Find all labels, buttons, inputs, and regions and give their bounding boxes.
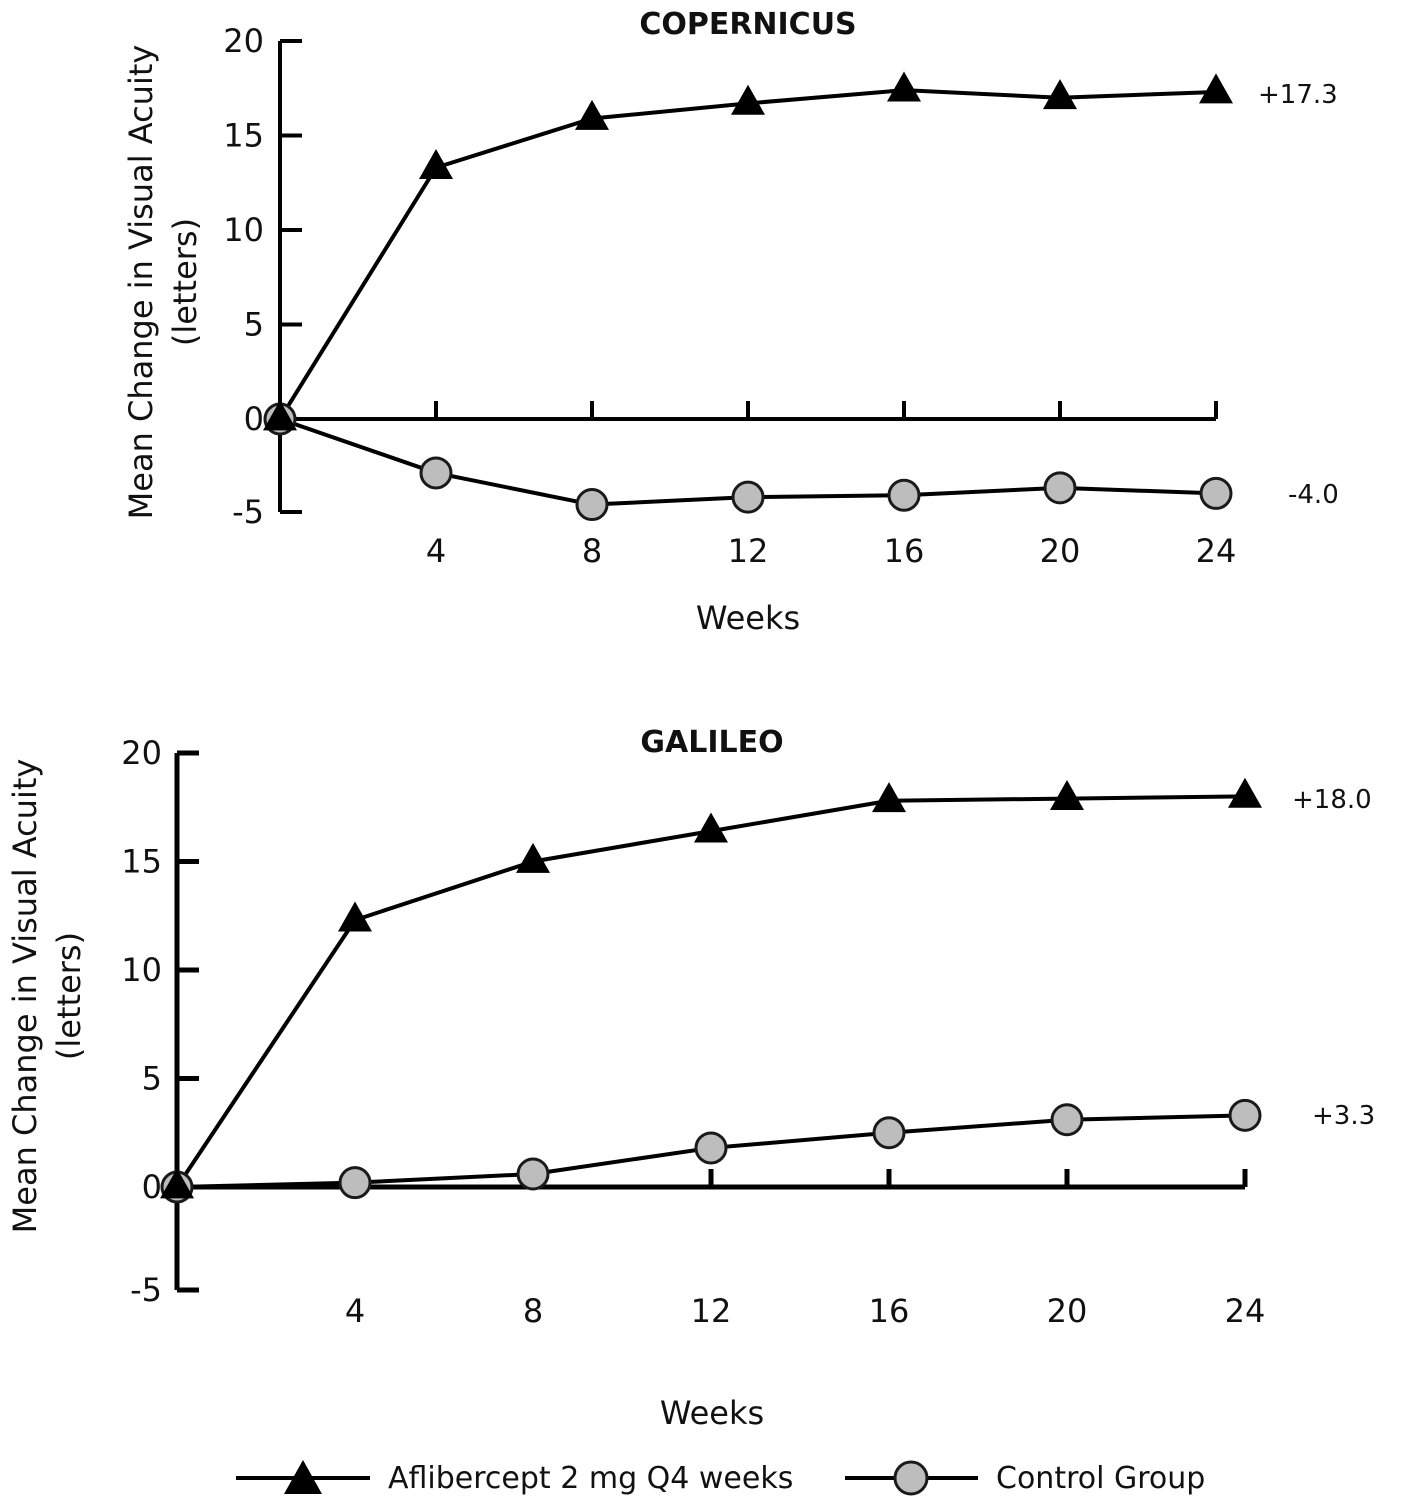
- y-tick-label: 15: [121, 843, 162, 881]
- end-label-aflibercept: +18.0: [1292, 785, 1372, 815]
- y-tick-label: -5: [130, 1271, 162, 1309]
- y-tick-label: 20: [223, 22, 264, 60]
- data-point-control: [731, 480, 765, 514]
- data-point-aflibercept: [872, 782, 906, 813]
- y-axis-label: Mean Change in Visual Acuity: [6, 759, 44, 1234]
- data-point-control: [1043, 471, 1077, 505]
- tick-labels: 20 15 10 5 0 -5 4 8 12 16 20 24: [121, 734, 1265, 1330]
- data-point-aflibercept: [263, 400, 297, 431]
- y-axis-sublabel: (letters): [166, 218, 204, 346]
- data-point-aflibercept: [160, 1168, 194, 1199]
- x-axis-label: Weeks: [660, 1394, 764, 1432]
- data-point-control: [516, 1157, 550, 1191]
- chart-title: GALILEO: [640, 725, 783, 760]
- data-point-aflibercept: [516, 842, 550, 873]
- end-label-aflibercept: +17.3: [1258, 80, 1338, 110]
- triangle-marker-icon: [284, 1460, 322, 1494]
- data-point-aflibercept: [419, 149, 453, 180]
- y-tick-label: 5: [142, 1060, 162, 1098]
- data-point-control: [694, 1131, 728, 1165]
- x-tick-label: 24: [1196, 532, 1237, 570]
- data-point-control: [575, 488, 609, 522]
- data-point-aflibercept: [338, 901, 372, 932]
- data-point-aflibercept: [731, 84, 765, 115]
- data-point-control: [872, 1116, 906, 1150]
- legend-label: Aflibercept 2 mg Q4 weeks: [388, 1461, 793, 1496]
- y-tick-label: 0: [142, 1168, 162, 1206]
- y-tick-label: -5: [232, 493, 264, 531]
- x-tick-label: 12: [691, 1292, 732, 1330]
- x-tick-label: 12: [728, 532, 769, 570]
- legend-item-control: Control Group: [845, 1460, 1205, 1496]
- data-point-aflibercept: [1228, 777, 1262, 808]
- data-point-aflibercept: [1199, 73, 1233, 104]
- data-point-aflibercept: [1050, 779, 1084, 810]
- data-point-aflibercept: [694, 812, 728, 843]
- x-tick-label: 20: [1047, 1292, 1088, 1330]
- x-axis-label: Weeks: [696, 599, 800, 637]
- y-axis-label: Mean Change in Visual Acuity: [122, 45, 160, 520]
- y-axis-sublabel: (letters): [50, 932, 88, 1060]
- data-point-control: [1228, 1098, 1262, 1132]
- data-point-control: [887, 478, 921, 512]
- series-layer: [263, 71, 1233, 522]
- data-point-aflibercept: [1043, 79, 1077, 110]
- series-line-aflibercept: [278, 88, 1217, 421]
- data-point-aflibercept: [887, 71, 921, 102]
- x-tick-label: 4: [345, 1292, 365, 1330]
- y-tick-label: 0: [244, 400, 264, 438]
- end-label-control: -4.0: [1288, 480, 1339, 510]
- y-tick-label: 5: [244, 306, 264, 344]
- data-point-aflibercept: [575, 99, 609, 130]
- x-tick-label: 16: [869, 1292, 910, 1330]
- y-tick-label: 10: [121, 951, 162, 989]
- data-point-control: [1050, 1103, 1084, 1137]
- x-tick-label: 8: [523, 1292, 543, 1330]
- chart-copernicus: COPERNICUS 20 15 10 5 0 -5 4 8 12 16 20 24 Mean Cha…: [122, 7, 1339, 637]
- tick-labels: 20 15 10 5 0 -5 4 8 12 16 20 24: [223, 22, 1236, 570]
- circle-marker-icon: [893, 1460, 929, 1496]
- series-layer: [160, 777, 1262, 1204]
- legend-item-aflibercept: Aflibercept 2 mg Q4 weeks: [236, 1460, 793, 1496]
- series-line-aflibercept: [175, 794, 1246, 1189]
- x-tick-label: 20: [1040, 532, 1081, 570]
- data-point-control: [1199, 476, 1233, 510]
- y-tick-label: 10: [223, 211, 264, 249]
- data-point-control: [419, 456, 453, 490]
- x-tick-label: 24: [1225, 1292, 1266, 1330]
- x-tick-label: 4: [426, 532, 446, 570]
- x-tick-label: 16: [884, 532, 925, 570]
- legend: Aflibercept 2 mg Q4 weeks Control Group: [236, 1460, 1205, 1496]
- chart-title: COPERNICUS: [639, 7, 856, 42]
- x-tick-label: 8: [582, 532, 602, 570]
- y-tick-label: 15: [223, 117, 264, 155]
- chart-galileo: GALILEO 20 15 10 5 0 -5 4 8 12 16 20 24 Mean Change…: [6, 725, 1375, 1432]
- end-label-control: +3.3: [1312, 1101, 1375, 1131]
- legend-label: Control Group: [996, 1461, 1205, 1496]
- data-point-control: [338, 1166, 372, 1200]
- y-tick-label: 20: [121, 734, 162, 772]
